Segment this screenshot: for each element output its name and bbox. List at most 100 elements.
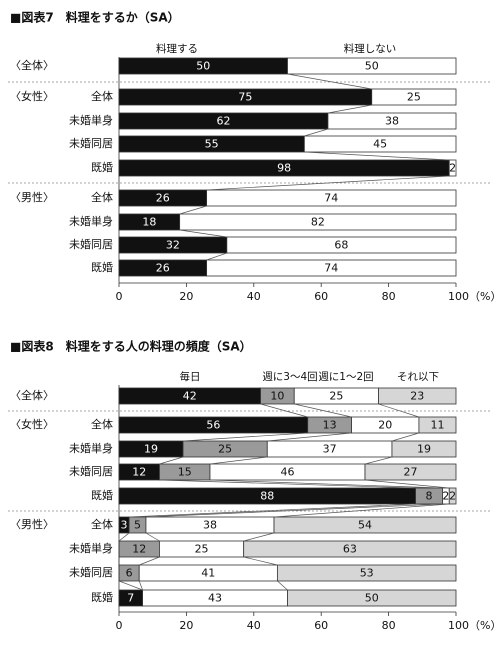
bar-segment (327, 112, 457, 130)
connector-line (145, 503, 443, 518)
bar-segment (364, 463, 457, 481)
bar-segment (391, 440, 457, 458)
x-tick-label: 40 (247, 290, 261, 303)
connector-line (304, 128, 329, 137)
group-label: 〈女性〉 (10, 89, 54, 103)
connector-line (287, 73, 372, 90)
bar-segment (448, 487, 457, 505)
connector-line (243, 532, 275, 542)
bar-segment (448, 159, 457, 177)
legend-label: 週に3～4回 (262, 371, 317, 383)
x-tick-label: 60 (314, 619, 328, 632)
row-label: 未婚同居 (69, 565, 113, 579)
connector-line (327, 104, 372, 114)
data-label: 50 (196, 60, 210, 73)
connector-line (277, 580, 288, 591)
connector-line (304, 151, 450, 161)
data-label: 25 (195, 543, 209, 556)
data-label: 53 (360, 567, 374, 580)
bar-segment (206, 189, 457, 207)
connector-line (179, 205, 207, 215)
data-label: 46 (281, 466, 295, 479)
row-label: 既婚 (91, 160, 113, 174)
connector-line (206, 175, 450, 191)
row-label: 全体 (91, 517, 113, 531)
connector-line (118, 580, 143, 591)
x-tick-label: 0 (116, 619, 123, 632)
connector-line (206, 252, 227, 261)
chart-title: ■図表7 料理をするか（SA） (10, 10, 180, 25)
data-label: 55 (205, 138, 219, 151)
connector-line (378, 403, 420, 418)
data-label: 75 (238, 91, 252, 104)
data-label: 45 (373, 138, 387, 151)
data-label: 54 (358, 519, 372, 532)
connector-line (138, 580, 143, 591)
data-label: 26 (156, 192, 170, 205)
connector-line (294, 403, 352, 418)
row-label: 未婚単身 (69, 113, 113, 127)
row-label: 未婚同居 (69, 237, 113, 251)
data-label: 19 (144, 443, 158, 456)
connector-line (243, 556, 278, 566)
legend-label: それ以下 (397, 371, 439, 383)
connector-line (391, 432, 420, 442)
data-label: 74 (324, 262, 338, 275)
data-label: 15 (178, 466, 192, 479)
data-label: 27 (404, 466, 418, 479)
data-label: 37 (323, 443, 337, 456)
connector-line (260, 403, 308, 418)
data-label: 19 (417, 443, 431, 456)
bar-segment (418, 416, 457, 434)
data-label: 50 (365, 60, 379, 73)
x-tick-label: 0 (116, 290, 123, 303)
connector-line (159, 456, 184, 465)
bar-segment (287, 57, 457, 75)
connector-line (267, 432, 352, 442)
row-label: 既婚 (91, 260, 113, 274)
x-tick-label: 20 (179, 290, 193, 303)
data-label: 7 (127, 592, 134, 605)
x-tick-label: 100（%） (448, 619, 500, 632)
data-label: 2 (442, 490, 449, 503)
legend-label: 料理する (156, 42, 198, 55)
chart-title: ■図表8 料理をする人の料理の頻度（SA） (10, 339, 252, 354)
x-tick-label: 80 (382, 619, 396, 632)
data-label: 56 (206, 419, 220, 432)
data-label: 26 (156, 262, 170, 275)
connector-line (273, 503, 450, 518)
data-label: 25 (329, 390, 343, 403)
data-label: 74 (324, 192, 338, 205)
x-tick-label: 20 (179, 619, 193, 632)
row-label: 全体 (91, 89, 113, 103)
data-label: 68 (334, 239, 348, 252)
data-label: 2 (449, 490, 456, 503)
group-label: 〈全体〉 (10, 58, 54, 72)
bar-segment (179, 213, 457, 231)
data-label: 38 (203, 519, 217, 532)
x-tick-label: 40 (247, 619, 261, 632)
connector-line (183, 432, 308, 442)
data-label: 88 (260, 490, 274, 503)
group-label: 〈女性〉 (10, 417, 54, 431)
data-label: 25 (407, 91, 421, 104)
data-label: 25 (218, 443, 232, 456)
data-label: 43 (208, 592, 222, 605)
bar-segment (273, 516, 457, 534)
group-label: 〈男性〉 (10, 517, 54, 531)
data-label: 82 (311, 216, 325, 229)
data-label: 98 (277, 162, 291, 175)
data-label: 18 (142, 216, 156, 229)
data-label: 13 (323, 419, 337, 432)
data-label: 11 (430, 419, 444, 432)
connector-line (209, 479, 443, 489)
bar-segment (371, 88, 457, 106)
bar-segment (243, 540, 457, 558)
group-label: 〈男性〉 (10, 190, 54, 204)
data-label: 12 (132, 466, 146, 479)
data-label: 42 (183, 390, 197, 403)
data-label: 38 (385, 115, 399, 128)
data-label: 62 (216, 115, 230, 128)
data-label: 8 (426, 490, 433, 503)
data-label: 5 (134, 519, 141, 532)
